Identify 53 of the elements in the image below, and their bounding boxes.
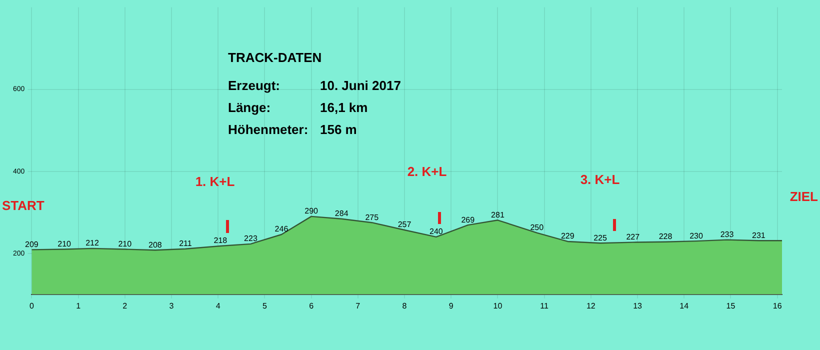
data-label: 229	[560, 232, 575, 241]
data-label: 212	[86, 238, 100, 248]
x-tick-label: 10	[493, 301, 503, 310]
data-label: 210	[58, 239, 72, 248]
annotation: Höhenmeter:	[228, 122, 308, 137]
annotation: 156 m	[320, 122, 357, 137]
annotation: Länge:	[228, 100, 271, 115]
data-label: 227	[626, 232, 640, 242]
data-label: 225	[594, 233, 608, 242]
x-tick-label: 7	[356, 301, 361, 310]
x-tick-label: 13	[633, 301, 643, 310]
annotation: 16,1 km	[320, 100, 368, 115]
data-label: 250	[530, 223, 544, 232]
data-label: 210	[118, 239, 132, 248]
x-tick-label: 11	[540, 301, 550, 310]
data-label: 240	[430, 227, 444, 236]
data-label: 231	[752, 230, 766, 240]
x-tick-label: 12	[586, 301, 596, 310]
data-label: 211	[179, 239, 192, 248]
x-tick-label: 14	[680, 301, 690, 310]
annotation: START	[2, 198, 44, 213]
x-tick-label: 4	[216, 301, 221, 310]
annotation: 2. K+L	[407, 164, 447, 179]
data-label: 208	[148, 240, 162, 250]
data-label: 223	[244, 234, 258, 244]
text: ZIEL	[790, 189, 818, 204]
data-label: 246	[274, 224, 289, 234]
data-label: 230	[690, 231, 704, 240]
data-label: 275	[365, 212, 380, 222]
annotation: Erzeugt:	[228, 78, 280, 93]
x-tick-label: 16	[772, 301, 782, 310]
x-tick-label: 15	[726, 301, 736, 310]
data-label: 233	[720, 230, 734, 240]
x-tick-label: 6	[309, 301, 314, 310]
x-tick-label: 1	[76, 301, 82, 310]
x-tick-label: 8	[402, 301, 408, 310]
data-label: 228	[658, 232, 673, 242]
data-label: 284	[334, 209, 349, 218]
data-label: 209	[25, 240, 39, 249]
text: TRACK-DATEN	[228, 50, 322, 65]
x-tick-label: 5	[262, 301, 268, 310]
data-label: 290	[304, 206, 319, 216]
data-label: 218	[214, 236, 228, 246]
x-tick-label: 2	[122, 301, 128, 310]
annotation: 3. K+L	[580, 172, 620, 187]
data-label: 257	[398, 220, 412, 230]
data-label: 269	[461, 215, 476, 224]
annotation: 10. Juni 2017	[320, 78, 401, 93]
x-tick-label: 9	[448, 301, 454, 310]
x-tick-label: 0	[29, 301, 34, 310]
annotation: 1. K+L	[195, 174, 235, 189]
data-label: 281	[491, 210, 505, 220]
x-tick-label: 3	[169, 301, 174, 310]
